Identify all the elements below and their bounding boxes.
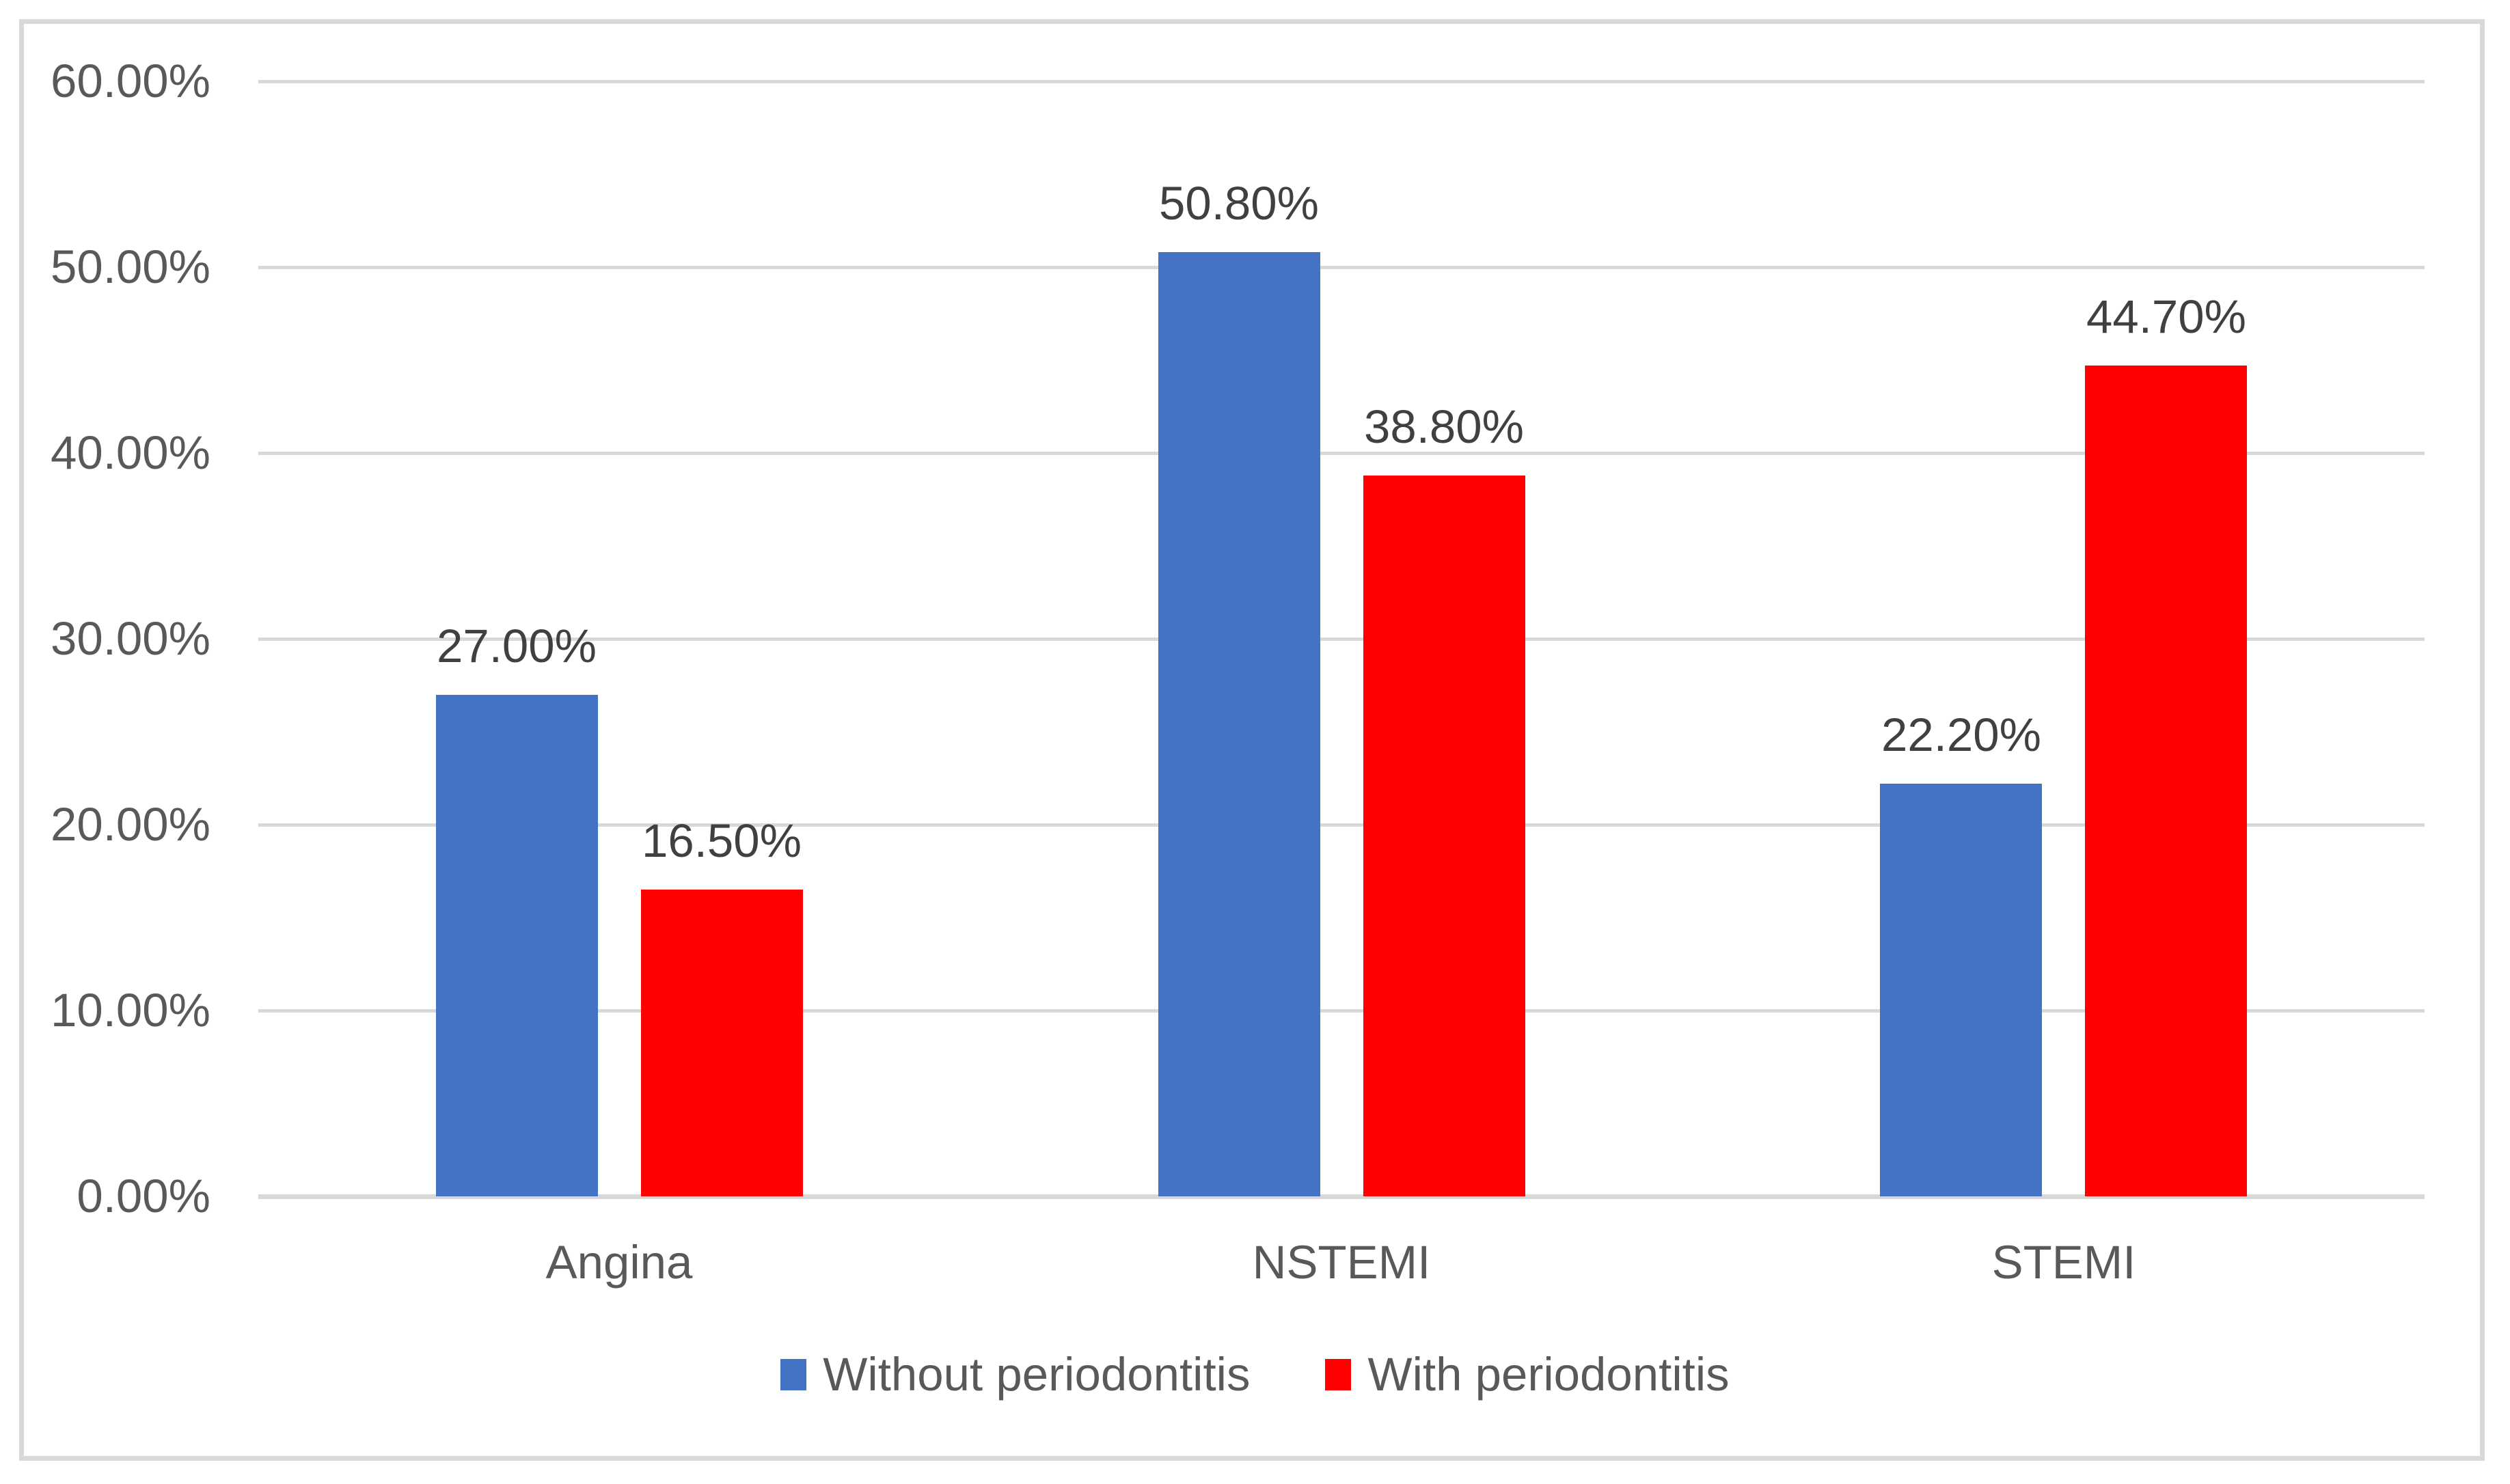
y-tick-label: 0.00% (77, 1170, 210, 1222)
gridline (258, 1009, 2425, 1013)
data-label-with-periodontitis-stemi: 44.70% (2086, 290, 2247, 343)
data-label-without-periodontitis-nstemi: 50.80% (1158, 177, 1320, 230)
y-tick-label: 10.00% (50, 984, 210, 1036)
data-label-without-periodontitis-stemi: 22.20% (1881, 709, 2042, 761)
y-tick-label: 60.00% (50, 55, 210, 107)
data-label-with-periodontitis-angina: 16.50% (641, 814, 802, 867)
gridline (258, 637, 2425, 641)
x-axis-line (258, 1194, 2425, 1199)
gridline (258, 823, 2425, 827)
legend-item-with-periodontitis: With periodontitis (1325, 1341, 1730, 1409)
y-tick-label: 50.00% (50, 241, 210, 293)
legend-item-without-periodontitis: Without periodontitis (780, 1341, 1250, 1409)
y-tick-label: 40.00% (50, 426, 210, 479)
x-axis-label-angina: Angina (545, 1236, 693, 1289)
bar-without-periodontitis-nstemi (1158, 252, 1320, 1196)
y-tick-label: 20.00% (50, 798, 210, 851)
bar-with-periodontitis-angina (641, 890, 803, 1196)
data-label-with-periodontitis-nstemi: 38.80% (1363, 400, 1525, 453)
legend-label: With periodontitis (1367, 1348, 1730, 1401)
y-tick-label: 30.00% (50, 612, 210, 665)
data-label-without-periodontitis-angina: 27.00% (436, 620, 597, 672)
bar-with-periodontitis-nstemi (1363, 476, 1525, 1196)
legend-label: Without periodontitis (823, 1348, 1251, 1401)
bar-with-periodontitis-stemi (2085, 366, 2247, 1196)
bar-without-periodontitis-stemi (1880, 784, 2042, 1196)
legend-swatch-without-periodontitis (780, 1359, 807, 1390)
chart-border-frame (19, 19, 2485, 1461)
gridline (258, 266, 2425, 269)
bar-without-periodontitis-angina (436, 695, 598, 1196)
legend-swatch-with-periodontitis (1325, 1359, 1352, 1390)
gridline (258, 80, 2425, 83)
x-axis-label-stemi: STEMI (1991, 1236, 2136, 1289)
gridline (258, 452, 2425, 455)
x-axis-label-nstemi: NSTEMI (1252, 1236, 1431, 1289)
legend: Without periodontitis With periodontitis (0, 1341, 2510, 1409)
